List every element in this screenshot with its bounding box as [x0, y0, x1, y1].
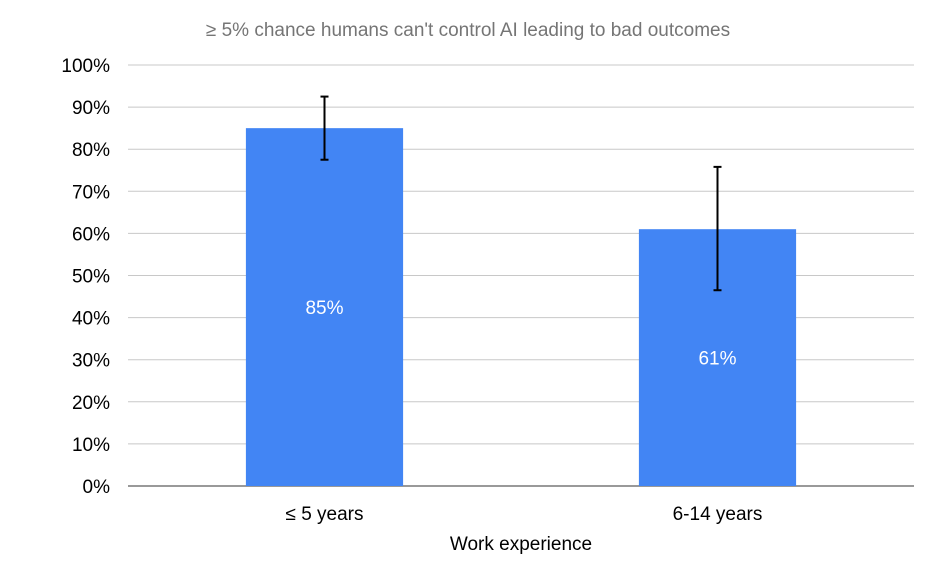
y-tick-label: 10%: [72, 435, 110, 456]
bar: [245, 128, 404, 486]
bars: [245, 128, 797, 486]
y-tick-label: 20%: [72, 393, 110, 414]
chart-title: ≥ 5% chance humans can't control AI lead…: [206, 20, 730, 41]
x-axis-categories: ≤ 5 years 6-14 years: [285, 504, 762, 525]
x-category-label: ≤ 5 years: [285, 504, 363, 525]
data-label: 61%: [698, 349, 736, 370]
x-category-label: 6-14 years: [673, 504, 763, 525]
y-tick-label: 30%: [72, 351, 110, 372]
error-bars: [320, 95, 722, 292]
y-tick-label: 40%: [72, 309, 110, 330]
x-axis-label: Work experience: [450, 534, 592, 555]
y-tick-label: 60%: [72, 224, 110, 245]
data-labels: 85% 61%: [305, 298, 736, 370]
y-tick-label: 70%: [72, 182, 110, 203]
y-tick-label: 80%: [72, 140, 110, 161]
y-tick-label: 50%: [72, 267, 110, 288]
y-tick-label: 0%: [83, 477, 111, 498]
y-tick-label: 100%: [61, 56, 110, 77]
data-label: 85%: [305, 298, 343, 319]
y-axis-ticks: 0% 10% 20% 30% 40% 50% 60% 70% 80% 90% 100%: [61, 56, 110, 498]
y-tick-label: 90%: [72, 98, 110, 119]
